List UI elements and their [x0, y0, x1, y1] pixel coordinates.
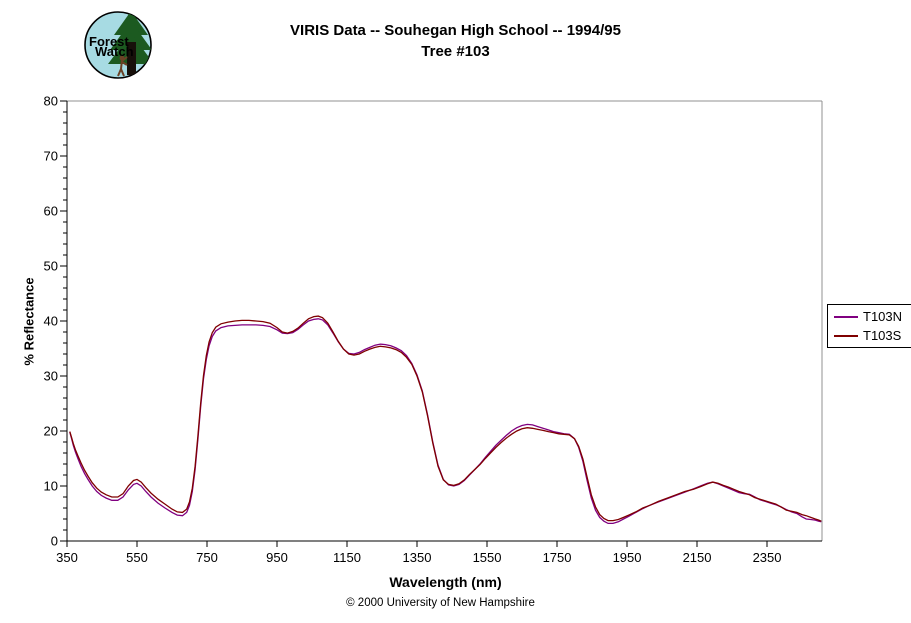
- x-axis-title: Wavelength (nm): [389, 574, 502, 590]
- forest-watch-logo-graphic: Forest Watch: [84, 11, 152, 79]
- x-tick-label: 350: [56, 550, 78, 565]
- chart-title-line1: VIRIS Data -- Souhegan High School -- 19…: [290, 22, 621, 39]
- y-tick-label: 10: [44, 479, 58, 494]
- series-line-T103S: [69, 315, 822, 522]
- legend-line-swatch: [834, 315, 858, 318]
- logo-text-watch: Watch: [95, 44, 134, 59]
- series-line-T103N: [69, 318, 822, 525]
- x-tick-label: 1350: [403, 550, 432, 565]
- legend-line-swatch: [834, 334, 858, 337]
- logo-text-forest: Forest: [89, 34, 129, 49]
- legend-label: T103N: [863, 309, 903, 324]
- x-tick-label: 1150: [333, 550, 361, 565]
- y-tick-label: 60: [44, 204, 58, 219]
- logo-tree-trunk: [127, 42, 136, 75]
- x-tick-label: 1550: [473, 550, 502, 565]
- y-tick-label: 50: [44, 259, 58, 274]
- y-axis-title: % Reflectance: [21, 277, 37, 366]
- x-tick-label: 1750: [543, 550, 572, 565]
- legend-label: T103S: [863, 328, 902, 343]
- copyright-text: © 2000 University of New Hampshire: [346, 597, 535, 609]
- chart-title-block: VIRIS Data -- Souhegan High School -- 19…: [0, 20, 911, 62]
- x-tick-label: 550: [126, 550, 148, 565]
- legend-entry-T103S: T103S: [834, 329, 911, 342]
- y-tick-label: 80: [44, 94, 58, 109]
- x-tick-label: 950: [266, 550, 288, 565]
- logo-person-body: [117, 56, 128, 77]
- x-tick-label: 2350: [753, 550, 782, 565]
- legend: T103N T103S: [827, 304, 911, 348]
- x-tick-label: 1950: [613, 550, 642, 565]
- y-tick-label: 30: [44, 369, 58, 384]
- y-tick-label: 0: [51, 534, 58, 549]
- y-tick-label: 70: [44, 149, 58, 164]
- forest-watch-logo: Forest Watch: [82, 8, 154, 83]
- y-tick-label: 40: [44, 314, 58, 329]
- legend-entry-T103N: T103N: [834, 310, 911, 323]
- x-tick-label: 750: [196, 550, 218, 565]
- y-tick-label: 20: [44, 424, 58, 439]
- x-tick-label: 2150: [683, 550, 712, 565]
- chart-title-line2: Tree #103: [421, 43, 490, 60]
